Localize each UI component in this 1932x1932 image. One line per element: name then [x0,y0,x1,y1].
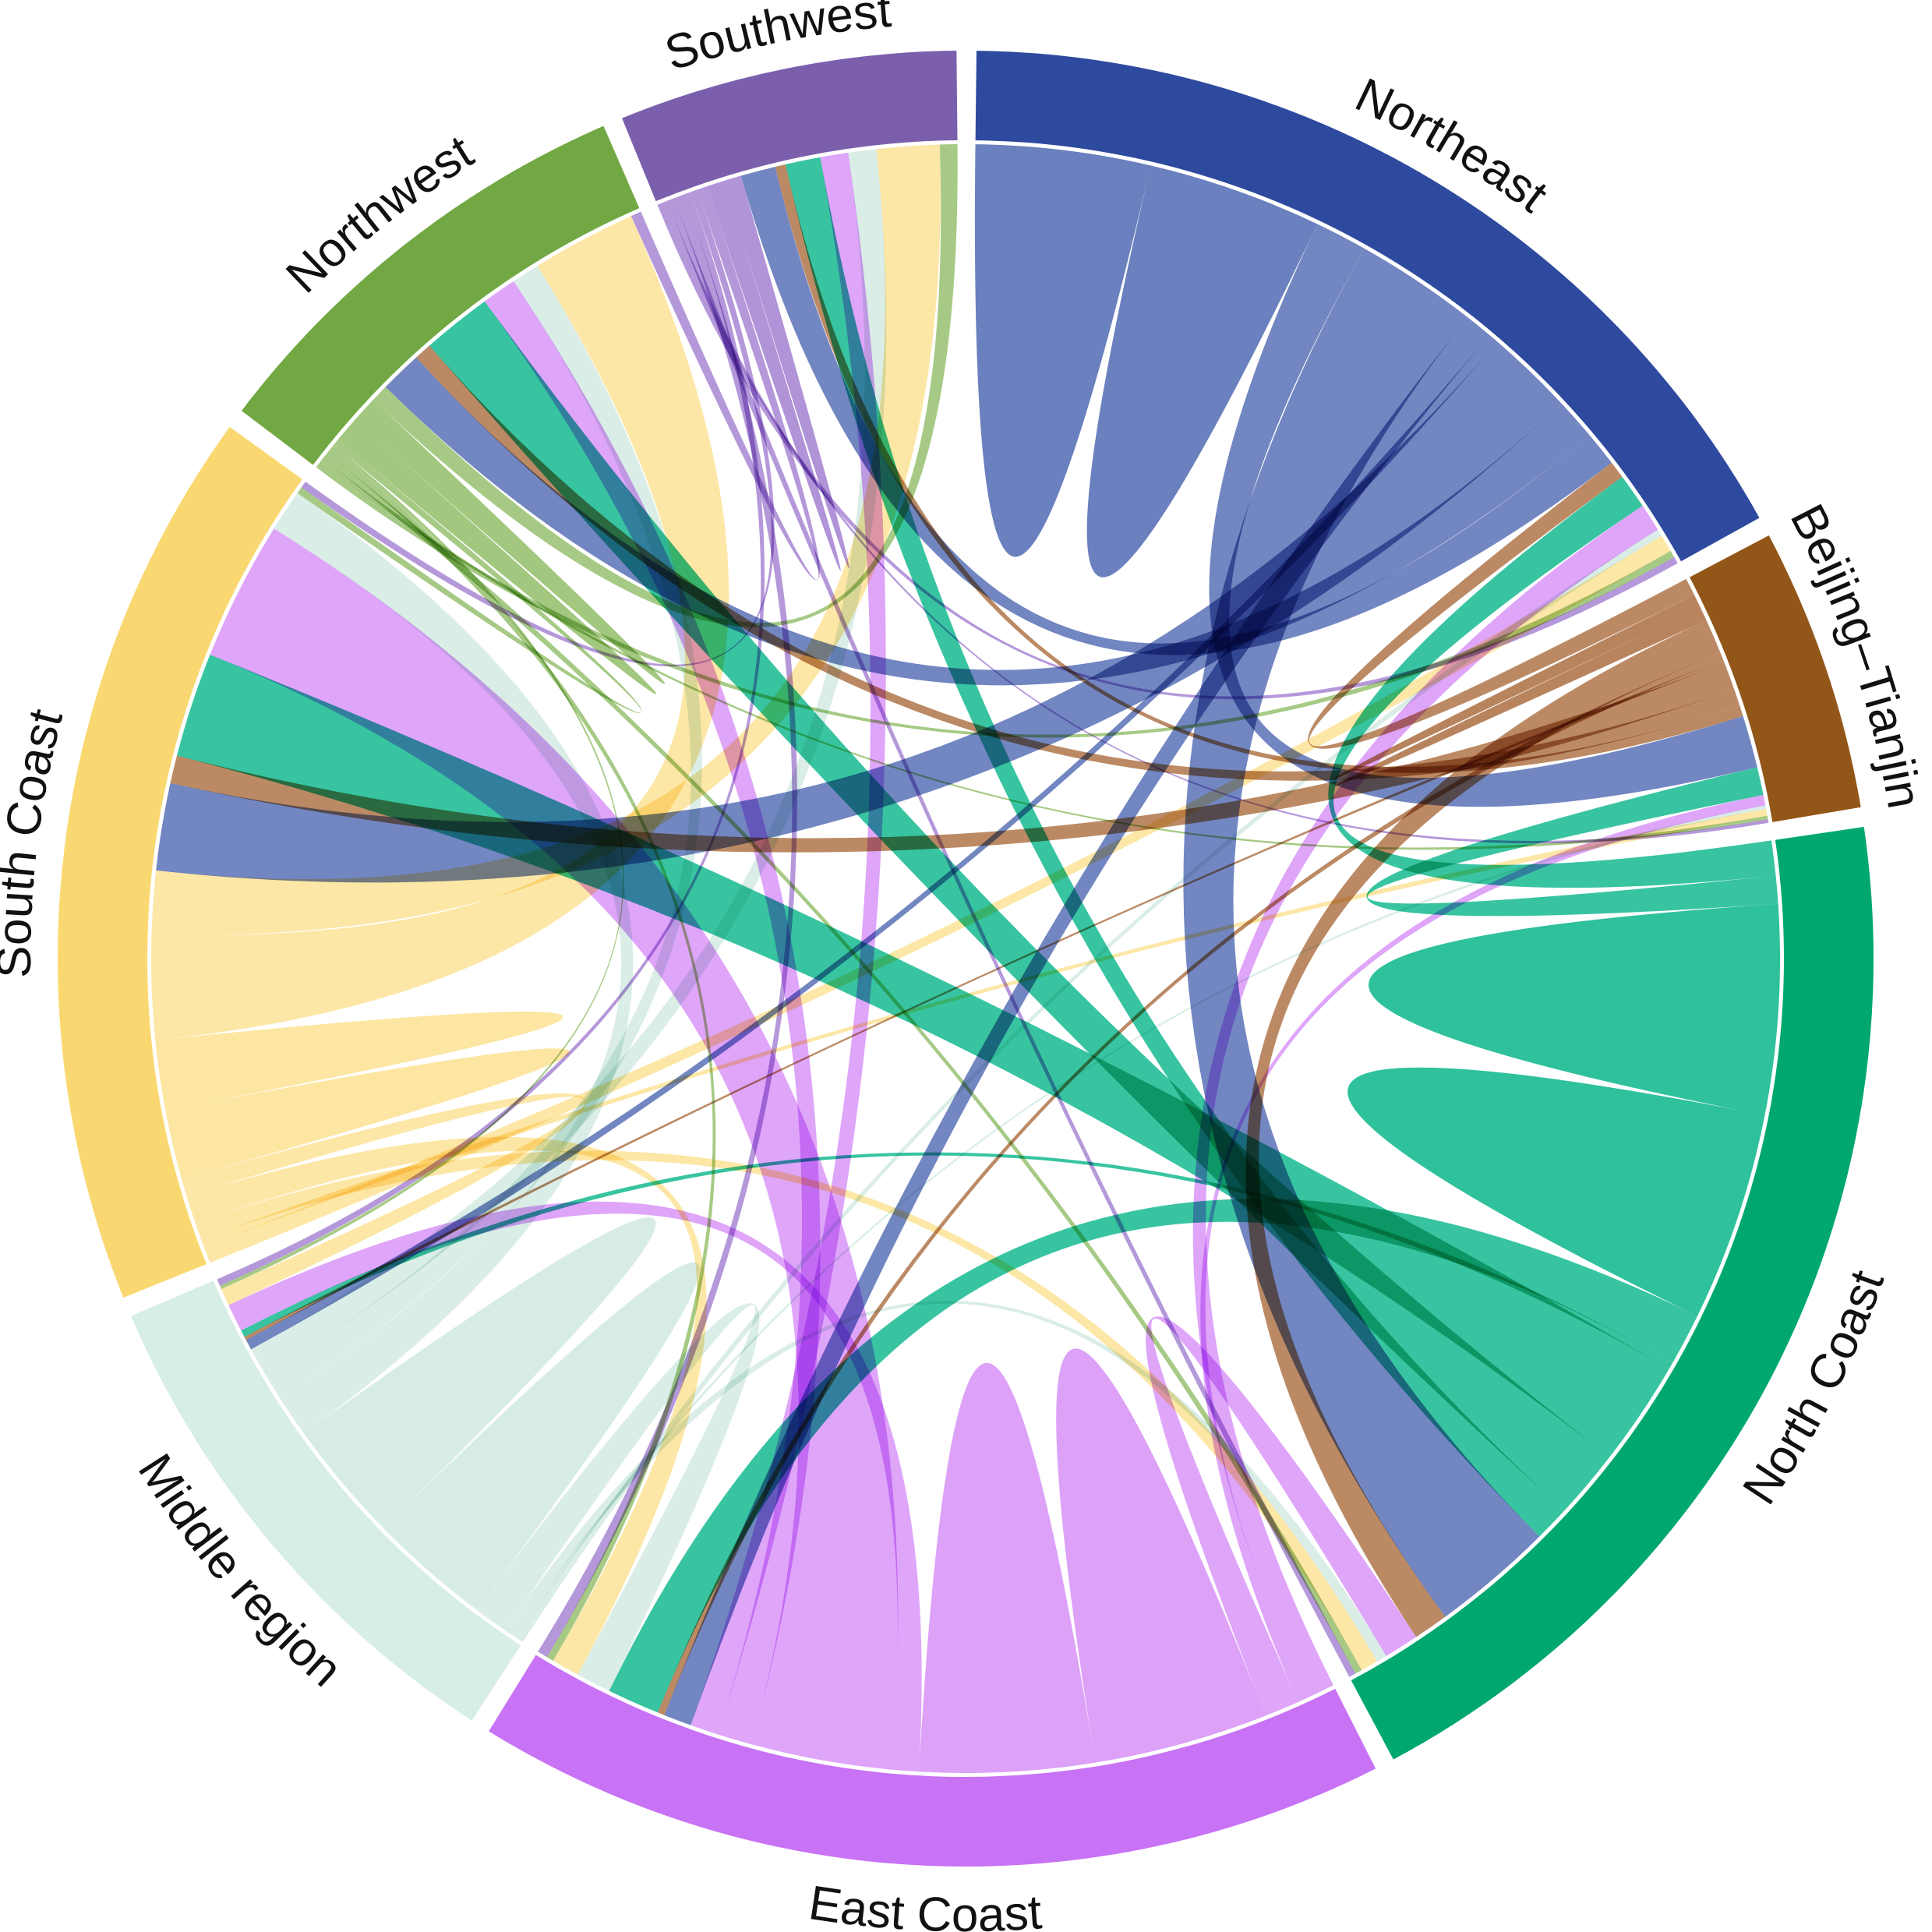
ribbon-2-2 [1347,903,1780,1316]
ribbon-3-5 [210,528,899,1770]
arc-northwest [241,125,640,465]
arc-middle-region [131,1280,521,1721]
ribbon-5-2 [195,1150,1378,1671]
ribbon-2-1 [1366,767,1778,917]
ribbon-3-3 [919,1348,1266,1773]
ribbon-1-2 [1245,620,1721,1637]
ribbon-4-7 [251,149,887,1374]
arc-north-coast [1351,827,1874,1760]
ribbon-3-6 [484,281,821,1745]
ribbon-2-6 [429,301,1610,1511]
ribbon-3-2 [1146,1316,1417,1716]
arc-beijing-tianjin [1689,535,1861,822]
arc-east-coast [489,1655,1376,1867]
arc-south-coast [58,426,302,1298]
ribbon-7-7 [707,175,849,571]
arc-layer [58,51,1874,1867]
arc-southwest [622,51,958,202]
region-label: East Coast [806,1876,1044,1932]
ribbon-4-4 [303,1217,700,1610]
ribbon-5-5 [155,1011,570,1179]
ribbon-layer [151,144,1780,1773]
ribbon-5-3 [186,1136,707,1675]
region-label-text: East Coast [806,1876,1044,1932]
ribbon-0-1 [1209,224,1757,807]
ribbon-2-0 [1328,476,1776,888]
ribbon-0-0 [974,144,1318,577]
ribbon-5-6 [151,216,729,1040]
ribbon-7-6 [630,186,820,581]
ribbon-6-6 [337,399,666,694]
ribbon-4-3 [476,1303,760,1691]
ribbon-4-5 [274,493,634,1433]
ribbon-5-4 [182,1093,586,1305]
ribbon-1-6 [415,345,1740,781]
ribbon-5-7 [151,144,941,935]
arc-northeast [975,51,1760,562]
ribbon-1-1 [1331,595,1707,786]
